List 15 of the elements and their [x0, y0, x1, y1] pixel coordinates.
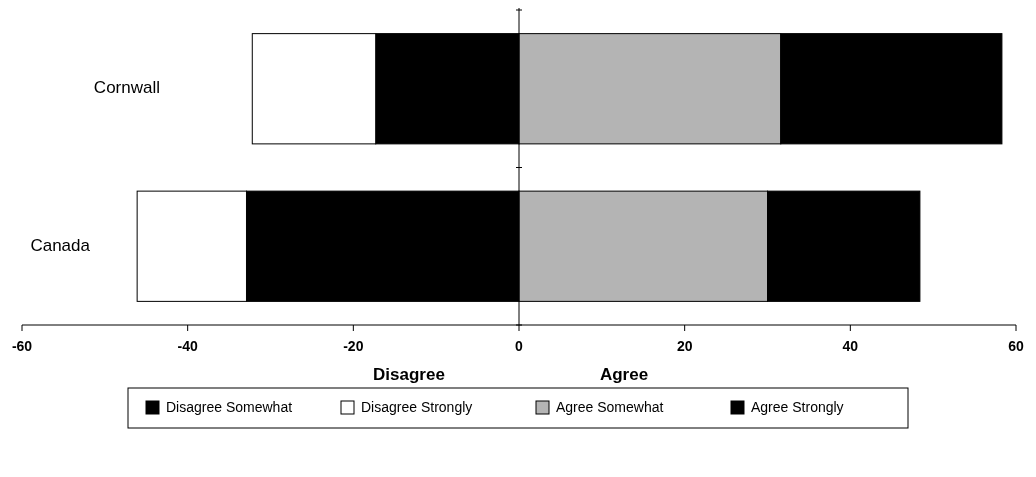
legend-label: Disagree Somewhat	[166, 398, 293, 415]
y-tick-label: Canada	[30, 235, 91, 255]
x-tick-label: 0	[515, 338, 524, 354]
x-tick-label: -20	[343, 338, 364, 354]
x-tick-label: 20	[676, 338, 693, 354]
y-tick-label: Cornwall	[93, 78, 160, 98]
x-tick-label: -40	[177, 338, 198, 354]
text: Agree	[599, 365, 649, 384]
text: Disagree	[373, 365, 445, 384]
x-tick-label: -60	[11, 338, 33, 354]
x-tick-label: 40	[842, 338, 859, 354]
legend-label: Agree Somewhat	[556, 398, 664, 415]
legend-label: Disagree Strongly	[361, 398, 473, 415]
legend-label: Agree Strongly	[751, 398, 844, 415]
x-tick-label: 60	[1008, 338, 1024, 354]
